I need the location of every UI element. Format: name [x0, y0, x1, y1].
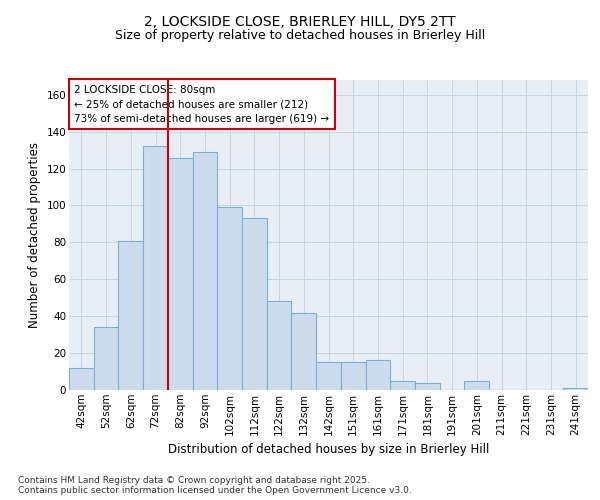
Bar: [193, 152, 217, 390]
Text: 2 LOCKSIDE CLOSE: 80sqm
← 25% of detached houses are smaller (212)
73% of semi-d: 2 LOCKSIDE CLOSE: 80sqm ← 25% of detache…: [74, 84, 329, 124]
Bar: [94, 328, 118, 390]
Bar: [563, 388, 588, 390]
X-axis label: Distribution of detached houses by size in Brierley Hill: Distribution of detached houses by size …: [168, 443, 489, 456]
Bar: [464, 381, 489, 390]
Bar: [242, 218, 267, 390]
Bar: [341, 362, 365, 390]
Bar: [217, 208, 242, 390]
Bar: [390, 381, 415, 390]
Bar: [316, 362, 341, 390]
Y-axis label: Number of detached properties: Number of detached properties: [28, 142, 41, 328]
Bar: [365, 360, 390, 390]
Bar: [118, 240, 143, 390]
Bar: [69, 368, 94, 390]
Bar: [168, 158, 193, 390]
Bar: [292, 312, 316, 390]
Text: 2, LOCKSIDE CLOSE, BRIERLEY HILL, DY5 2TT: 2, LOCKSIDE CLOSE, BRIERLEY HILL, DY5 2T…: [144, 16, 456, 30]
Text: Size of property relative to detached houses in Brierley Hill: Size of property relative to detached ho…: [115, 30, 485, 43]
Bar: [143, 146, 168, 390]
Bar: [267, 302, 292, 390]
Bar: [415, 382, 440, 390]
Text: Contains HM Land Registry data © Crown copyright and database right 2025.
Contai: Contains HM Land Registry data © Crown c…: [18, 476, 412, 495]
